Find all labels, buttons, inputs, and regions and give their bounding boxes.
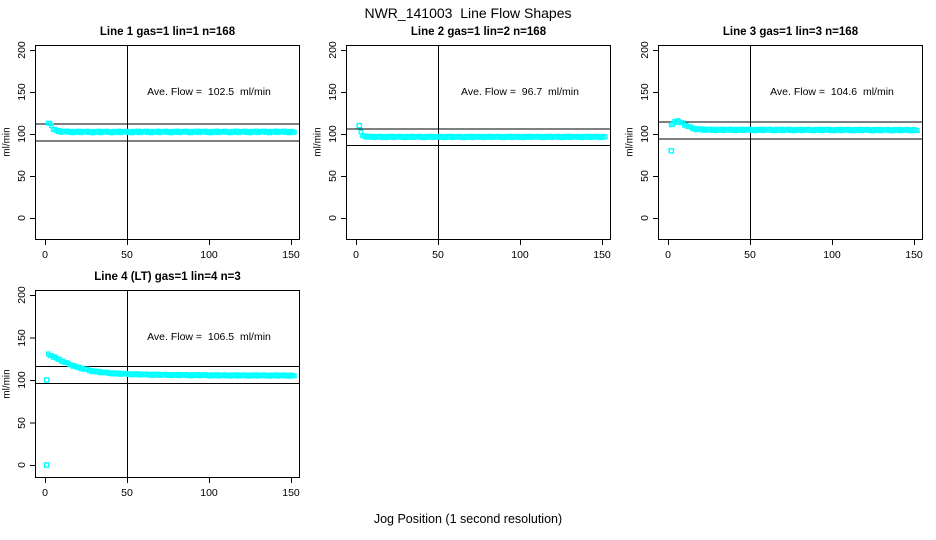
subplot-1-x-tick-label: 150 bbox=[282, 249, 300, 261]
subplot-2-box bbox=[346, 45, 611, 240]
subplot-4-y-tick-label: 50 bbox=[16, 416, 28, 429]
subplot-1-y-tick-label: 200 bbox=[16, 41, 28, 59]
subplot-1-x-tick-label: 0 bbox=[42, 249, 48, 261]
subplot-2-y-tick-label: 150 bbox=[327, 83, 339, 101]
subplot-2-y-axis-label: ml/min bbox=[312, 127, 324, 157]
subplot-4-title: Line 4 (LT) gas=1 lin=4 n=3 bbox=[94, 271, 241, 283]
subplot-2-y-tick-label: 200 bbox=[327, 41, 339, 59]
outlier-point bbox=[668, 147, 675, 154]
x-axis-label: Jog Position (1 second resolution) bbox=[373, 512, 563, 526]
subplot-3-y-tick-label: 100 bbox=[639, 125, 651, 143]
data-point bbox=[914, 128, 920, 134]
subplot-1-y-tick-label: 50 bbox=[16, 170, 28, 182]
subplot-4-x-tick-label: 50 bbox=[121, 487, 133, 499]
subplot-4-x-tick-label: 100 bbox=[200, 487, 218, 499]
subplot-2-x-tick-label: 50 bbox=[432, 249, 444, 261]
outlier-point bbox=[356, 122, 363, 129]
subplot-4-box bbox=[35, 290, 300, 478]
subplot-3-x-tick-label: 100 bbox=[823, 249, 841, 261]
subplot-3-ave-flow-annotation: Ave. Flow = 104.6 ml/min bbox=[770, 86, 894, 98]
subplot-3-points bbox=[668, 118, 920, 154]
subplot-1-box bbox=[35, 45, 300, 240]
subplot-4-y-tick-label: 150 bbox=[16, 328, 28, 347]
subplot-1-title: Line 1 gas=1 lin=1 n=168 bbox=[99, 26, 236, 38]
subplot-3-y-axis-label: ml/min bbox=[624, 127, 636, 157]
data-point bbox=[291, 129, 297, 135]
subplot-3-box bbox=[658, 45, 923, 240]
data-point bbox=[291, 373, 297, 379]
subplot-1-plot-area bbox=[30, 45, 300, 245]
subplot-2-title: Line 2 gas=1 lin=2 n=168 bbox=[410, 26, 547, 38]
subplot-3-y-tick-label: 200 bbox=[639, 41, 651, 59]
subplot-1-y-tick-label: 100 bbox=[16, 125, 28, 143]
subplot-2-x-tick-label: 0 bbox=[353, 249, 359, 261]
subplot-4-y-tick-label: 0 bbox=[16, 462, 28, 468]
subplot-1-y-axis-label: ml/min bbox=[1, 127, 13, 157]
subplot-2-x-tick-label: 150 bbox=[593, 249, 611, 261]
subplot-2-y-tick-label: 100 bbox=[327, 125, 339, 143]
subplot-3-title: Line 3 gas=1 lin=3 n=168 bbox=[722, 26, 859, 38]
subplot-3-x-tick-label: 150 bbox=[905, 249, 923, 261]
subplot-1-x-tick-label: 50 bbox=[121, 249, 133, 261]
subplot-4-ave-flow-annotation: Ave. Flow = 106.5 ml/min bbox=[147, 331, 271, 343]
subplot-4-y-axis-label: ml/min bbox=[1, 369, 13, 399]
subplot-1-points bbox=[45, 120, 297, 136]
subplot-4-x-tick-label: 150 bbox=[282, 487, 300, 499]
subplot-2-plot-area bbox=[341, 45, 611, 245]
subplot-2-ave-flow-annotation: Ave. Flow = 96.7 ml/min bbox=[461, 86, 579, 98]
subplot-1-x-tick-label: 100 bbox=[200, 249, 218, 261]
outlier-point bbox=[43, 462, 50, 468]
subplot-1-ave-flow-annotation: Ave. Flow = 102.5 ml/min bbox=[147, 86, 271, 98]
figure-title: NWR_141003 Line Flow Shapes bbox=[364, 5, 572, 21]
subplot-3-y-tick-label: 50 bbox=[639, 170, 651, 182]
subplot-3-x-tick-label: 0 bbox=[665, 249, 671, 261]
subplot-2-x-tick-label: 100 bbox=[511, 249, 529, 261]
subplot-4-x-tick-label: 0 bbox=[42, 487, 48, 499]
subplot-3-y-tick-label: 150 bbox=[639, 83, 651, 101]
subplot-2-points bbox=[356, 122, 608, 141]
subplot-3-plot-area bbox=[653, 45, 923, 245]
data-point bbox=[602, 134, 608, 140]
subplot-3-x-tick-label: 50 bbox=[744, 249, 756, 261]
subplot-4-y-tick-label: 100 bbox=[16, 371, 28, 389]
subplot-2-y-tick-label: 50 bbox=[327, 170, 339, 182]
outlier-point bbox=[43, 377, 50, 383]
subplot-1-y-tick-label: 0 bbox=[16, 215, 28, 221]
subplot-4-y-tick-label: 200 bbox=[16, 286, 28, 304]
subplot-1-y-tick-label: 150 bbox=[16, 83, 28, 101]
subplot-2-y-tick-label: 0 bbox=[327, 215, 339, 221]
subplot-4-points bbox=[43, 351, 297, 468]
subplot-3-y-tick-label: 0 bbox=[639, 215, 651, 221]
subplot-4-plot-area bbox=[30, 290, 300, 483]
